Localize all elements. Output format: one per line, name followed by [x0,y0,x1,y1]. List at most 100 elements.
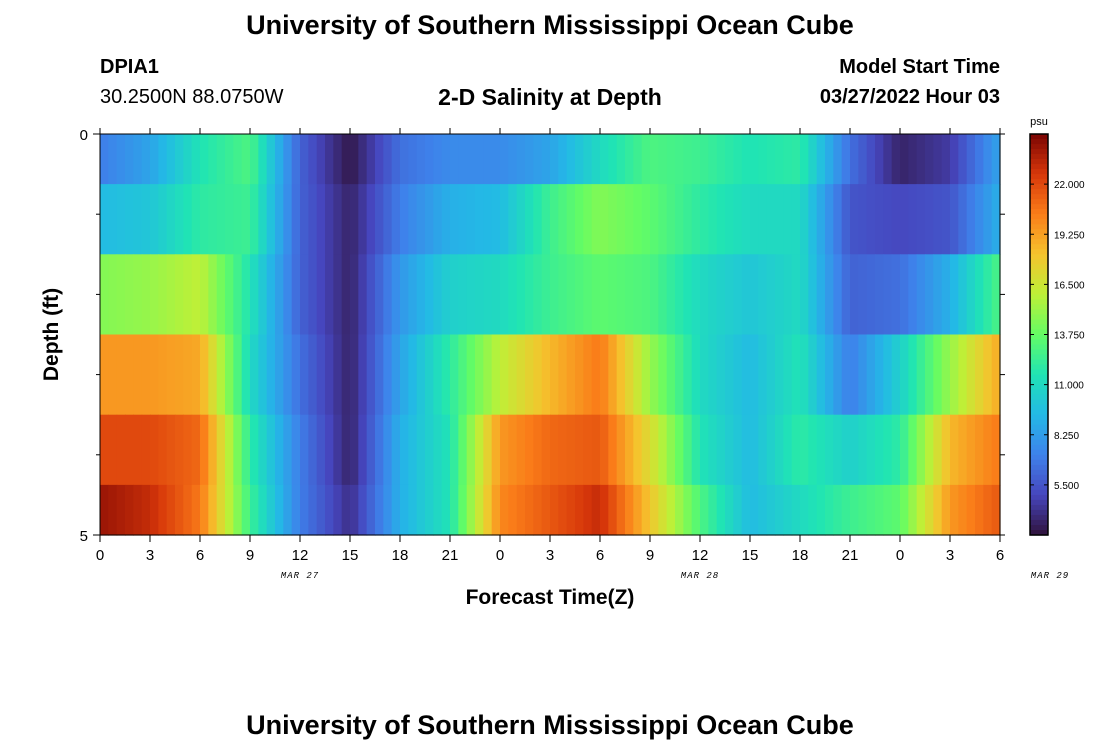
colorbar-segment [1030,269,1048,275]
heatmap-cell [158,484,168,536]
heatmap-cell [866,184,876,255]
heatmap-cell [975,414,984,486]
heatmap-cell [458,334,468,416]
colorbar-segment [1030,334,1048,341]
heatmap-cell [391,414,401,486]
colorbar-segment [1030,464,1048,471]
heatmap-cell [975,134,984,185]
heatmap-cell [200,254,209,336]
heatmap-cell [366,484,376,536]
heatmap-cell [183,184,193,255]
heatmap-cell [441,484,451,536]
heatmap-cell [941,184,951,255]
heatmap-cell [525,134,534,185]
heatmap-cell [358,414,368,486]
colorbar-tick-label: 13.750 [1054,331,1085,342]
colorbar-segment [1030,399,1048,406]
heatmap-cell [841,484,851,536]
colorbar-segment [1030,264,1048,270]
heatmap-cell [900,484,909,536]
heatmap-cell [450,134,459,185]
heatmap-cell [466,134,476,185]
colorbar-segment [1030,164,1048,170]
heatmap-cell [333,254,343,336]
heatmap-cell [158,414,168,486]
heatmap-cell [491,134,501,185]
heatmap-cell [508,134,518,185]
heatmap-cell [591,334,601,416]
heatmap-cell [500,334,509,416]
heatmap-cell [833,414,843,486]
heatmap-cell [475,484,484,536]
heatmap-cell [166,484,176,536]
heatmap-cell [708,184,718,255]
colorbar-segment [1030,364,1048,371]
heatmap-cell [683,184,693,255]
heatmap-cell [975,184,984,255]
heatmap-cell [208,414,218,486]
colorbar-segment [1030,289,1048,295]
heatmap-cell [708,334,718,416]
heatmap-cell [608,414,618,486]
heatmap-cell [191,484,201,536]
heatmap-cell [350,184,359,255]
x-axis-label: Forecast Time(Z) [466,586,635,609]
heatmap-cell [375,184,384,255]
colorbar-segment [1030,309,1048,316]
heatmap-cell [508,334,518,416]
colorbar-segment [1030,494,1048,501]
heatmap-cell [283,484,293,536]
heatmap-cell [341,254,351,336]
heatmap-cell [225,414,234,486]
heatmap-cell [200,184,209,255]
heatmap-cell [966,134,976,185]
heatmap-cell [908,484,918,536]
colorbar-segment [1030,189,1048,195]
colorbar-segment [1030,274,1048,280]
heatmap-cell [308,414,318,486]
heatmap-cell [375,484,384,536]
heatmap-cell [900,184,909,255]
heatmap-cell [500,484,509,536]
heatmap-cell [808,254,818,336]
heatmap-cell [300,134,309,185]
heatmap-cell [325,254,334,336]
heatmap-cell [441,414,451,486]
heatmap-cell [558,334,568,416]
heatmap-cell [733,484,743,536]
heatmap-cell [783,484,793,536]
heatmap-cell [891,334,901,416]
heatmap-cell [883,484,893,536]
heatmap-cell [100,484,109,536]
heatmap-cell [833,484,843,536]
heatmap-cell [900,254,909,336]
heatmap-cell [116,414,126,486]
heatmap-cell [225,184,234,255]
heatmap-cell [925,414,934,486]
heatmap-cell [891,484,901,536]
heatmap-cell [258,334,268,416]
heatmap-cell [100,134,109,185]
colorbar-segment [1030,299,1048,306]
heatmap-cell [733,134,743,185]
heatmap-cell [491,184,501,255]
colorbar-segment [1030,199,1048,205]
heatmap-cell [150,184,159,255]
colorbar-segment [1030,294,1048,301]
heatmap-cell [275,414,284,486]
heatmap-cell [550,484,559,536]
heatmap-cell [916,184,926,255]
heatmap-cell [533,134,543,185]
heatmap-cell [508,414,518,486]
heatmap-cell [716,414,726,486]
heatmap-cell [300,414,309,486]
heatmap-cell [575,334,584,416]
heatmap-cell [650,134,659,185]
heatmap-cell [950,134,959,185]
heatmap-cell [241,414,251,486]
heatmap-cell [433,414,443,486]
heatmap-cell [616,414,626,486]
heatmap-cell [833,184,843,255]
colorbar-segment [1030,509,1048,516]
heatmap-cell [233,254,243,336]
